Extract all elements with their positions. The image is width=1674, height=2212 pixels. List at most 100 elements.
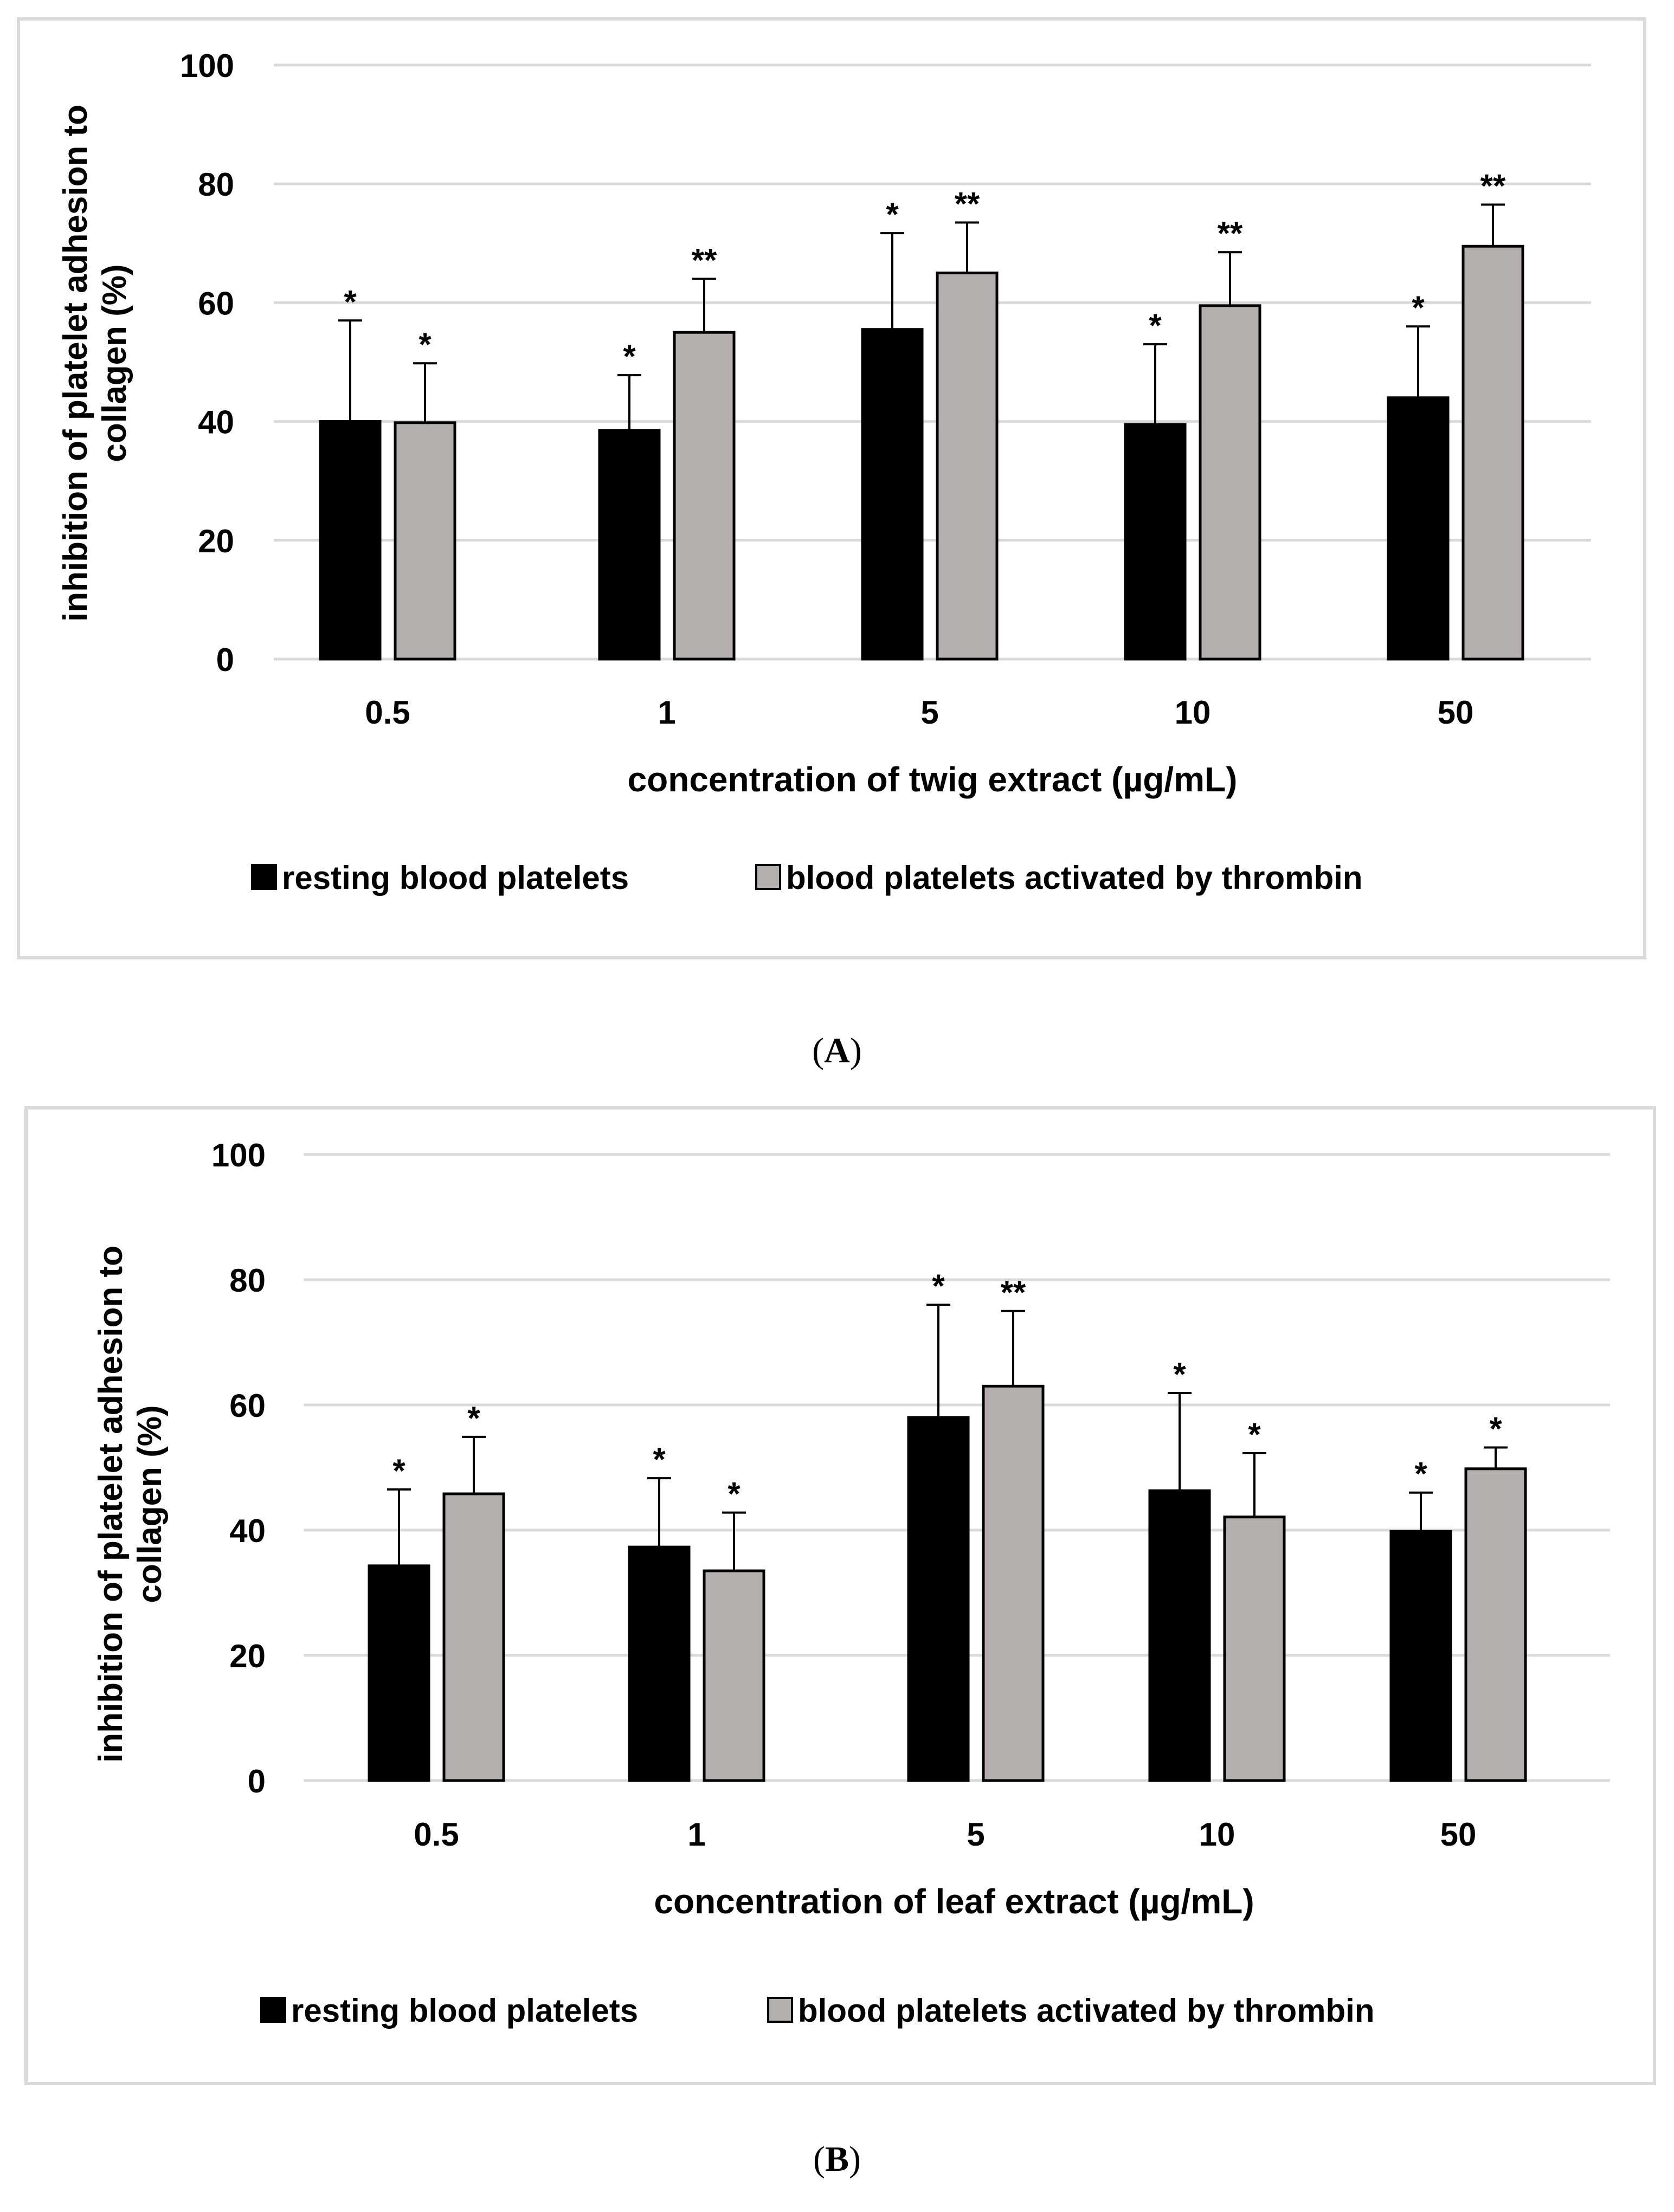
panel-b-legend-swatch-resting [260, 1997, 286, 2023]
panel-b-legend-swatch-activated [767, 1997, 793, 2023]
panel-b-significance-resting-2: * [932, 1268, 945, 1304]
panel-b-bar-resting-1 [628, 1545, 691, 1782]
panel-a-y-tick-60: 60 [198, 285, 234, 321]
svg-text:(B): (B) [813, 2139, 861, 2179]
panel-a-legend-label-activated: blood platelets activated by thrombin [786, 860, 1362, 896]
panel-b-x-tick-4: 50 [1440, 1816, 1477, 1853]
panel-a-significance-resting-4: * [1412, 289, 1425, 326]
panel-a-legend: resting blood platelets blood platelets a… [251, 860, 1362, 896]
panel-a-x-tick-labels: 0.5 1 5 10 50 [365, 694, 1473, 731]
panel-a-significance-activated-3: ** [1218, 215, 1243, 251]
panel-a-bars: ** **** ******** [319, 168, 1524, 661]
panel-b-bar-activated-4 [1464, 1467, 1527, 1782]
panel-a-bar-resting-1 [598, 429, 661, 661]
panel-b-x-tick-1: 1 [687, 1816, 705, 1853]
panel-a-y-tick-100: 100 [180, 48, 234, 84]
panel-a-bar-activated-3 [1199, 304, 1261, 661]
svg-text:(A): (A) [812, 1031, 862, 1070]
panel-b-y-tick-20: 20 [229, 1638, 266, 1674]
panel-b-legend: resting blood platelets blood platelets a… [260, 1992, 1374, 2029]
panel-b-significance-resting-1: * [653, 1441, 666, 1478]
panel-a-significance-activated-4: ** [1480, 168, 1506, 204]
panel-a-significance-activated-0: * [419, 326, 432, 363]
panel-a-bar-activated-0 [394, 421, 456, 661]
panel-b-significance-resting-4: * [1414, 1456, 1427, 1492]
panel-b-y-tick-100: 100 [211, 1137, 266, 1173]
panel-a-y-tick-20: 20 [198, 523, 234, 559]
panel-b-significance-resting-0: * [392, 1453, 405, 1489]
panel-a-gridlines [274, 63, 1591, 661]
panel-a-bar-resting-2 [861, 328, 924, 661]
panel-b-bar-activated-2 [982, 1384, 1045, 1782]
panel-b-significance-activated-1: * [727, 1476, 741, 1512]
panel-b-x-tick-2: 5 [967, 1816, 984, 1853]
panel-a-y-axis-label-line1: inhibition of platelet adhesion to [57, 105, 94, 622]
panel-a-bar-activated-1 [673, 331, 736, 661]
panel-b-legend-label-resting: resting blood platelets [291, 1992, 638, 2029]
panel-a-x-tick-3: 10 [1175, 694, 1211, 731]
panel-a-y-tick-40: 40 [198, 404, 234, 441]
panel-a-bar-resting-0 [319, 420, 382, 661]
caption-b: (B) [813, 2139, 861, 2179]
panel-a-significance-resting-2: * [886, 196, 899, 233]
panel-a-y-tick-80: 80 [198, 166, 234, 203]
panel-a-significance-resting-3: * [1149, 307, 1162, 344]
panel-b-y-tick-60: 60 [229, 1388, 266, 1424]
panel-a-significance-resting-0: * [344, 283, 357, 320]
panel-a-y-tick-labels: 0 20 40 60 80 100 [180, 48, 234, 678]
panel-a-significance-activated-2: ** [955, 185, 980, 222]
caption-b-letter: B [825, 2139, 849, 2179]
panel-a-significance-resting-1: * [623, 338, 636, 375]
panel-b-bar-resting-0 [368, 1564, 430, 1782]
panel-b-bar-resting-3 [1148, 1489, 1211, 1782]
panel-a-border [17, 17, 1646, 959]
panel-a-x-tick-0: 0.5 [365, 694, 410, 731]
panel-b-y-axis-label-line2: collagen (%) [131, 1405, 169, 1603]
panel-b-y-tick-80: 80 [229, 1262, 266, 1299]
panel-b-x-tick-3: 10 [1199, 1816, 1235, 1853]
panel-a-legend-swatch-activated [755, 864, 781, 890]
panel-a-x-axis-label: concentration of twig extract (µg/mL) [628, 760, 1238, 799]
caption-b-open: ( [813, 2139, 825, 2179]
panel-b-x-tick-labels: 0.5 1 5 10 50 [414, 1816, 1476, 1853]
panel-a-bar-resting-4 [1387, 396, 1450, 661]
panel-b-y-axis-label-line1: inhibition of platelet adhesion to [92, 1246, 130, 1763]
panel-b-bar-activated-1 [703, 1569, 765, 1782]
panel-a-y-tick-0: 0 [216, 642, 234, 678]
panel-a-legend-label-resting: resting blood platelets [282, 860, 629, 896]
panel-a-x-tick-1: 1 [658, 694, 675, 731]
caption-a: (A) [812, 1031, 862, 1070]
panel-a-x-tick-4: 50 [1438, 694, 1474, 731]
panel-b-significance-activated-4: * [1489, 1411, 1502, 1447]
panel-a-bar-resting-3 [1124, 423, 1187, 661]
panel-b-bars: ***** ****** [368, 1268, 1527, 1782]
panel-b-y-tick-0: 0 [248, 1763, 266, 1800]
panel-b-bar-resting-4 [1389, 1530, 1452, 1782]
panel-a-significance-activated-1: ** [692, 242, 717, 279]
caption-b-close: ) [849, 2139, 861, 2179]
panel-b-x-axis-label: concentration of leaf extract (µg/mL) [654, 1882, 1254, 1921]
caption-a-close: ) [850, 1031, 862, 1070]
panel-b-significance-activated-0: * [467, 1400, 480, 1436]
panel-b-legend-label-activated: blood platelets activated by thrombin [798, 1992, 1374, 2029]
panel-a-bar-activated-2 [936, 272, 999, 661]
panel-b-y-tick-labels: 0 20 40 60 80 100 [211, 1137, 266, 1800]
caption-a-letter: A [824, 1031, 850, 1070]
panel-b-significance-resting-3: * [1173, 1356, 1186, 1392]
panel-b-bar-activated-0 [442, 1492, 505, 1782]
panel-b-bar-resting-2 [907, 1416, 970, 1782]
caption-a-open: ( [812, 1031, 824, 1070]
panel-a-legend-swatch-resting [251, 864, 277, 890]
panel-a-y-axis-label-line2: collagen (%) [96, 264, 133, 462]
panel-a-x-tick-2: 5 [920, 694, 938, 731]
panel-b-y-tick-40: 40 [229, 1513, 266, 1549]
panel-b-significance-activated-2: ** [1001, 1274, 1026, 1311]
panel-b-x-tick-0: 0.5 [414, 1816, 459, 1853]
panel-b-border [24, 1106, 1656, 2085]
panel-b-significance-activated-3: * [1248, 1416, 1261, 1453]
panel-b-bar-activated-3 [1223, 1515, 1286, 1782]
panel-a-bar-activated-4 [1461, 244, 1524, 661]
